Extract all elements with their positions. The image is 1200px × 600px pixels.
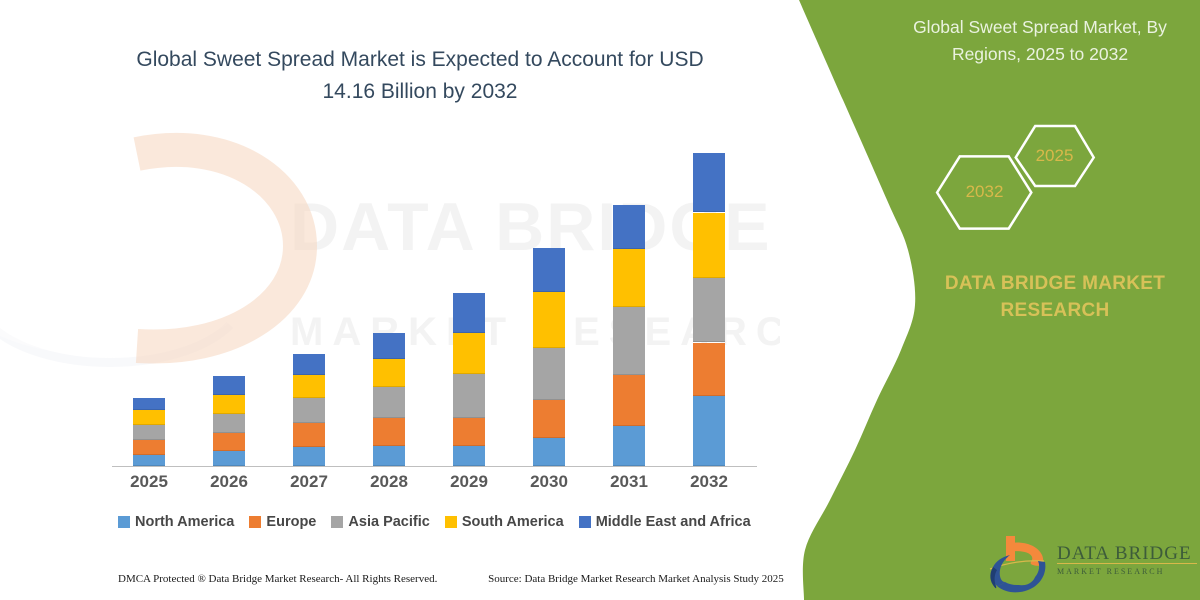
svg-text:2032: 2032 bbox=[966, 182, 1004, 201]
svg-text:2025: 2025 bbox=[1036, 146, 1074, 165]
